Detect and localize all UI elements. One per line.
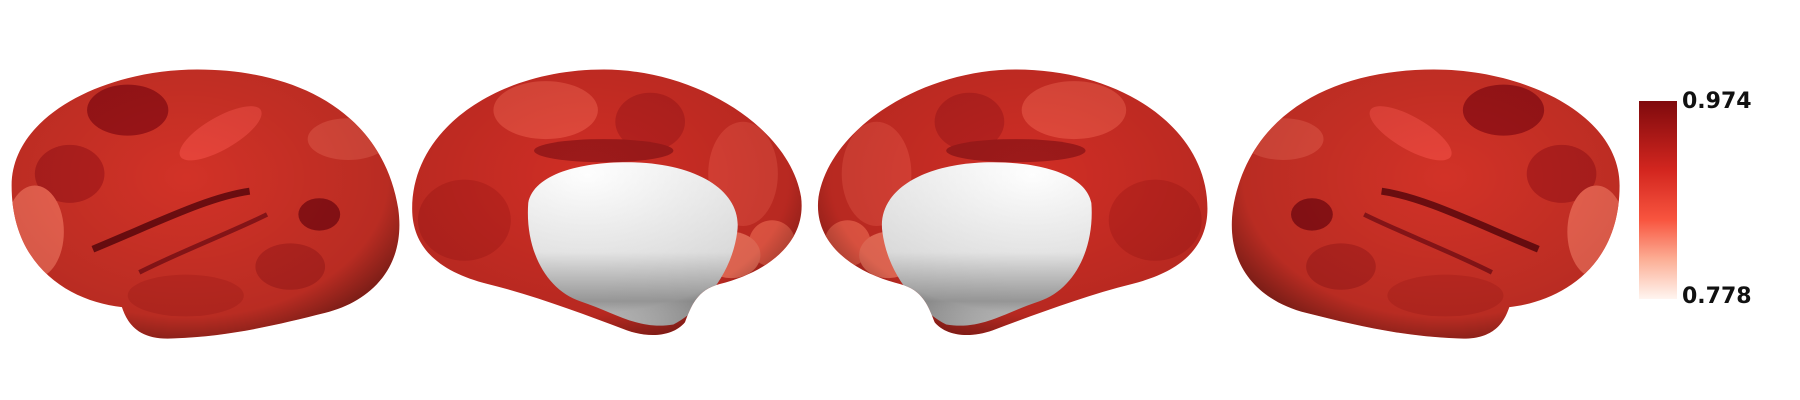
colorbar <box>1639 101 1677 299</box>
left-lateral-view <box>6 70 400 339</box>
colorbar-max-label: 0.974 <box>1682 89 1752 114</box>
brain-views <box>6 70 1626 339</box>
right-medial-view <box>818 70 1207 335</box>
colorbar-min-label: 0.778 <box>1682 284 1752 309</box>
right-lateral-view <box>1232 70 1626 339</box>
left-medial-view <box>412 70 801 335</box>
